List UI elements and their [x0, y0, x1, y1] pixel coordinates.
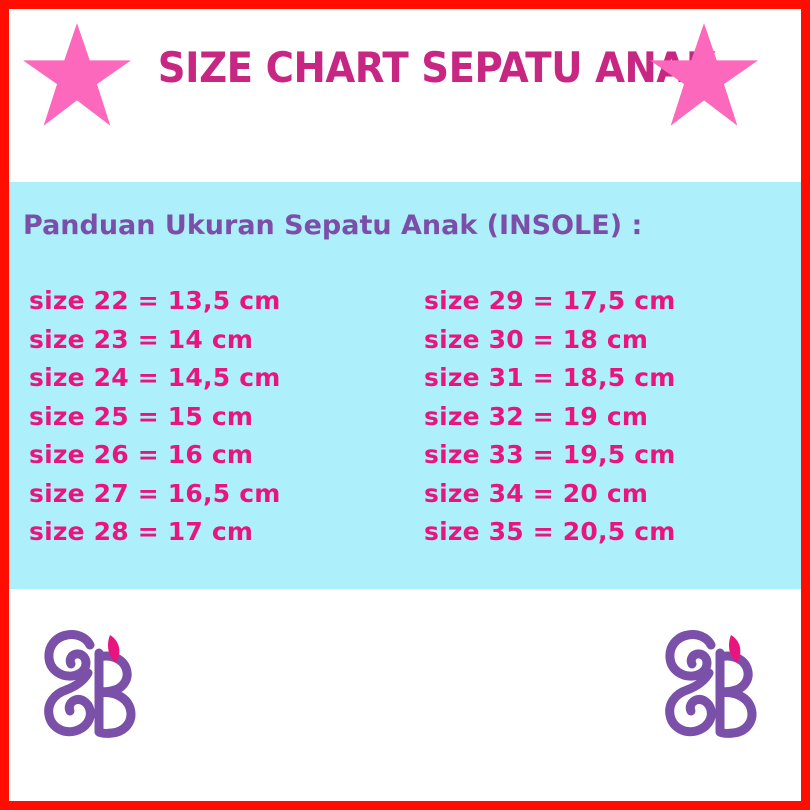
page-title: SIZE CHART SEPATU ANAK — [157, 43, 716, 92]
size-row: size 25 = 15 cm — [29, 401, 254, 431]
footer-band — [9, 589, 801, 801]
size-row: size 35 = 20,5 cm — [424, 517, 676, 546]
border-top — [0, 0, 810, 9]
size-row: size 23 = 14 cm — [29, 324, 254, 354]
size-guide-panel: Panduan Ukuran Sepatu Anak (INSOLE) : si… — [9, 182, 801, 589]
size-row: size 34 = 20 cm — [424, 478, 649, 508]
border-left — [0, 0, 9, 810]
panel-heading: Panduan Ukuran Sepatu Anak (INSOLE) : — [23, 210, 643, 241]
size-row: size 28 = 17 cm — [29, 517, 254, 546]
size-row: size 31 = 18,5 cm — [424, 363, 676, 392]
size-row: size 32 = 19 cm — [424, 401, 649, 431]
size-row: size 33 = 19,5 cm — [424, 440, 676, 469]
size-row: size 30 = 18 cm — [424, 324, 649, 354]
size-column-right: size 29 = 17,5 cm size 30 = 18 cm size 3… — [424, 282, 675, 552]
size-row: size 24 = 14,5 cm — [29, 363, 281, 392]
star-icon — [650, 23, 758, 127]
sb-monogram-logo-icon — [36, 627, 148, 745]
header-band: SIZE CHART SEPATU ANAK — [9, 9, 801, 182]
size-row: size 22 = 13,5 cm — [29, 286, 281, 315]
sb-monogram-logo-icon — [657, 627, 769, 745]
size-row: size 29 = 17,5 cm — [424, 286, 676, 315]
size-row: size 27 = 16,5 cm — [29, 478, 281, 508]
border-right — [801, 0, 810, 810]
border-bottom — [0, 801, 810, 810]
star-icon — [23, 23, 131, 127]
size-table: size 22 = 13,5 cm size 23 = 14 cm size 2… — [9, 282, 801, 572]
size-row: size 26 = 16 cm — [29, 440, 254, 469]
size-column-left: size 22 = 13,5 cm size 23 = 14 cm size 2… — [29, 282, 280, 552]
